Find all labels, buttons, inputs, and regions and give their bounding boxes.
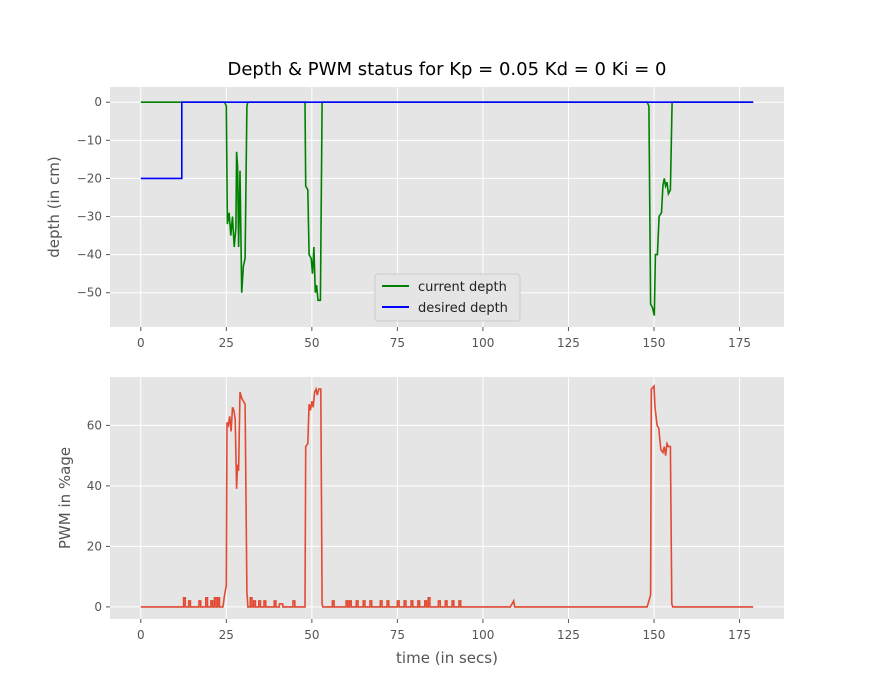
depth-y-tick-label: −30 [77,210,102,224]
depth-y-tick-label: −50 [77,286,102,300]
depth-x-tick-label: 100 [471,336,494,350]
pwm-axes: 0 25 50 75 100 125 150 175 0 20 40 60 PWM in %age t… [56,377,784,667]
depth-ticks: 0 25 50 75 100 125 150 175 0 −10 −20 −30 −40 −50 [77,95,751,350]
depth-x-tick-label: 50 [304,336,319,350]
pwm-y-tick-label: 60 [87,418,102,432]
legend-current-depth-label: current depth [418,280,507,295]
depth-x-tick-label: 125 [557,336,580,350]
pwm-x-tick-label: 25 [219,628,234,642]
pwm-x-tick-label: 0 [137,628,145,642]
pwm-x-tick-label: 75 [390,628,405,642]
depth-grid [110,87,784,327]
chart-title: Depth & PWM status for Kp = 0.05 Kd = 0 … [228,59,667,80]
pwm-ticks: 0 25 50 75 100 125 150 175 0 20 40 60 [87,418,751,642]
pwm-y-tick-label: 40 [87,479,102,493]
pwm-lines [140,384,754,608]
pwm-x-tick-label: 125 [557,628,580,642]
x-axis-label: time (in secs) [396,649,498,667]
pwm-x-tick-label: 50 [304,628,319,642]
depth-y-tick-label: −40 [77,248,102,262]
depth-axes: 0 25 50 75 100 125 150 175 0 −10 −20 −30 −40 −50 dept… [45,87,784,350]
depth-y-tick-label: −10 [77,133,102,147]
depth-lines [140,101,754,316]
legend-desired-depth-label: desired depth [418,301,508,316]
pwm-y-tick-label: 0 [94,600,102,614]
depth-x-tick-label: 25 [219,336,234,350]
pwm-x-tick-label: 100 [471,628,494,642]
pwm-plot-area [110,377,784,619]
depth-y-axis-label: depth (in cm) [45,156,63,257]
legend-box [374,273,521,322]
pwm-line [140,384,754,608]
pwm-y-tick-label: 20 [87,539,102,553]
depth-x-tick-label: 150 [643,336,666,350]
pwm-x-tick-label: 175 [728,628,751,642]
depth-y-tick-label: −20 [77,171,102,185]
pwm-y-axis-label: PWM in %age [56,447,74,549]
current-depth-line [140,101,754,316]
depth-x-tick-label: 175 [728,336,751,350]
depth-x-tick-label: 0 [137,336,145,350]
desired-depth-line [140,101,754,180]
depth-y-tick-label: 0 [94,95,102,109]
depth-x-tick-label: 75 [390,336,405,350]
legend: current depth desired depth [374,273,521,322]
pwm-x-tick-label: 150 [643,628,666,642]
